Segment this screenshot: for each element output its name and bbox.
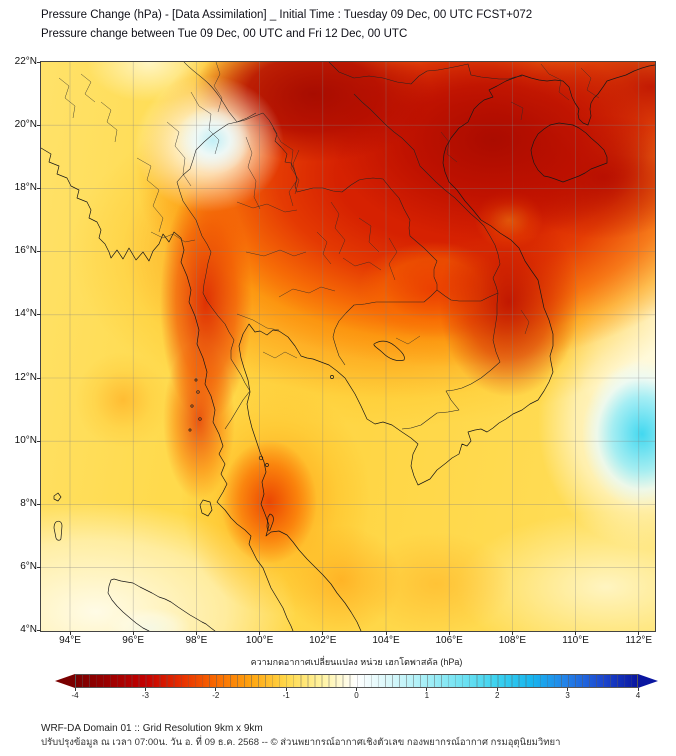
lat-tick-mark: [37, 630, 41, 632]
lon-tick-mark: [575, 631, 577, 635]
lat-tick-label: 18°N: [14, 181, 37, 193]
colorbar-tick-mark: [74, 688, 76, 691]
page-title: Pressure Change (hPa) - [Data Assimilati…: [41, 9, 533, 21]
lon-tick-mark: [322, 631, 324, 635]
lat-tick-label: 12°N: [14, 371, 37, 383]
lon-tick-label: 94°E: [59, 635, 81, 646]
lat-tick-label: 14°N: [14, 308, 37, 320]
title-block: Pressure Change (hPa) - [Data Assimilati…: [41, 6, 532, 44]
colorbar-tick-mark: [496, 688, 498, 691]
lon-tick-mark: [195, 631, 197, 635]
lon-tick-label: 106°E: [435, 635, 463, 646]
lat-tick-mark: [37, 187, 41, 189]
lat-tick-mark: [37, 314, 41, 316]
colorbar-label: ความกดอากาศเปลี่ยนแปลง หน่วย เฮกโตพาสคัล…: [250, 657, 463, 667]
lat-tick-label: 4°N: [20, 624, 37, 636]
lat-tick-mark: [37, 567, 41, 569]
province-borders: [58, 62, 600, 359]
lon-tick-label: 98°E: [185, 635, 208, 646]
lat-tick-label: 20°N: [14, 118, 37, 130]
lon-tick-label: 100°E: [245, 635, 274, 646]
footer-block: WRF-DA Domain 01 :: Grid Resolution 9km …: [41, 722, 560, 750]
lat-tick-mark: [37, 61, 41, 63]
colorbar-tick-label: 3: [565, 691, 570, 700]
lat-tick-mark: [37, 124, 41, 126]
lon-tick-label: 112°E: [625, 635, 653, 646]
lat-tick-mark: [37, 251, 41, 253]
lon-tick-mark: [511, 631, 513, 635]
lon-tick-mark: [69, 631, 71, 635]
colorbar-tick-mark: [215, 688, 217, 691]
colorbar-tick-mark: [426, 688, 428, 691]
colorbar: [75, 674, 638, 688]
colorbar-tick-label: 0: [354, 691, 359, 700]
colorbar-tick-mark: [637, 688, 639, 691]
colorbar-tick-mark: [567, 688, 569, 691]
lon-tick-mark: [448, 631, 450, 635]
lat-tick-label: 10°N: [14, 434, 37, 446]
lat-tick-label: 8°N: [20, 497, 37, 509]
page-subtitle: Pressure change between Tue 09 Dec, 00 U…: [41, 28, 408, 40]
map-plot-area: [40, 61, 656, 632]
lon-tick-label: 108°E: [498, 635, 527, 646]
colorbar-right-arrow: [638, 674, 658, 688]
colorbar-tick-mark: [285, 688, 287, 691]
lon-tick-mark: [385, 631, 387, 635]
lat-tick-label: 22°N: [14, 55, 37, 67]
lon-tick-mark: [259, 631, 261, 635]
colorbar-tick-mark: [356, 688, 357, 691]
colorbar-tick-label: 1: [424, 691, 430, 700]
colorbar-tick-label: -3: [141, 691, 149, 700]
colorbar-tick-label: -2: [212, 691, 220, 700]
lon-tick-label: 104°E: [372, 635, 400, 646]
map-overlay: [41, 62, 655, 631]
colorbar-tick-label: -4: [71, 691, 79, 700]
colorbar-left-arrow: [55, 674, 75, 688]
lat-tick-label: 6°N: [20, 561, 37, 573]
lat-tick-label: 16°N: [14, 245, 37, 257]
country-borders: [176, 62, 523, 430]
coastlines: [41, 64, 655, 631]
lon-tick-mark: [132, 631, 134, 635]
footer-domain-info: WRF-DA Domain 01 :: Grid Resolution 9km …: [41, 723, 263, 734]
lat-tick-mark: [37, 503, 41, 505]
lon-tick-label: 102°E: [309, 635, 337, 646]
colorbar-tick-label: 2: [495, 691, 500, 700]
lat-tick-mark: [37, 377, 41, 379]
lon-tick-label: 96°E: [122, 635, 145, 646]
lon-tick-label: 110°E: [562, 635, 589, 646]
lat-tick-mark: [37, 440, 41, 442]
colorbar-tick-label: 4: [635, 691, 641, 700]
footer-update-info: ปรับปรุงข้อมูล ณ เวลา 07:00น. วัน อ. ที่…: [41, 737, 561, 748]
colorbar-tick-mark: [144, 688, 146, 691]
lon-tick-mark: [638, 631, 640, 635]
graticule: [41, 62, 655, 631]
colorbar-tick-label: -1: [282, 691, 290, 700]
